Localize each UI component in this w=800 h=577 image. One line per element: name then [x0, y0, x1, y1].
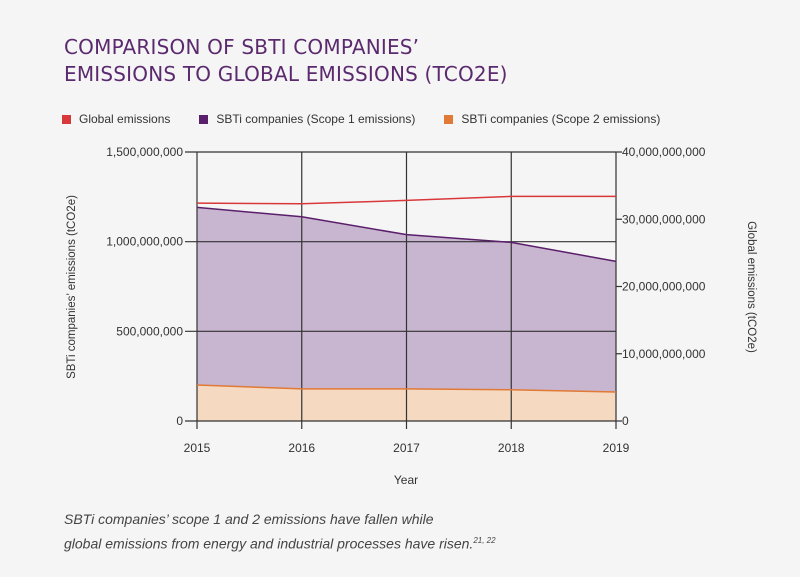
caption-references: 21, 22 [473, 536, 496, 545]
legend-swatch-global [62, 114, 71, 124]
legend-swatch-scope2 [444, 114, 454, 124]
caption: SBTi companies’ scope 1 and 2 emissions … [64, 508, 496, 555]
x-tick-label: 2018 [498, 441, 525, 455]
y-tick-label: 1,000,000,000 [106, 235, 183, 249]
x-tick-label: 2017 [393, 441, 420, 455]
legend: Global emissions SBTi companies (Scope 1… [62, 112, 689, 126]
y2-tick-label: 40,000,000,000 [622, 145, 706, 159]
legend-label-scope2: SBTi companies (Scope 2 emissions) [461, 112, 661, 126]
chart-title-line-2: EMISSIONS TO GLOBAL EMISSIONS (TCO2E) [64, 62, 508, 86]
y2-axis-title: Global emissions (tCO2e) [745, 221, 757, 353]
chart-title-line-1: COMPARISON OF SBTI COMPANIES’ [64, 35, 420, 59]
caption-line-1: SBTi companies’ scope 1 and 2 emissions … [64, 511, 434, 527]
y2-tick-label: 20,000,000,000 [622, 280, 706, 294]
x-tick-label: 2016 [288, 441, 315, 455]
y2-tick-label: 30,000,000,000 [622, 212, 706, 226]
legend-label-global: Global emissions [79, 112, 171, 126]
grid-layer [185, 151, 622, 429]
legend-swatch-scope1 [199, 114, 209, 124]
x-axis-title: Year [394, 473, 418, 487]
chart-title: COMPARISON OF SBTI COMPANIES’ EMISSIONS … [64, 34, 508, 88]
x-tick-label: 2015 [184, 441, 211, 455]
scope1-line [196, 206, 617, 263]
global-emissions-line [196, 195, 616, 205]
legend-label-scope1: SBTi companies (Scope 1 emissions) [216, 112, 416, 126]
legend-item-scope2: SBTi companies (Scope 2 emissions) [444, 112, 660, 126]
y-tick-label: 1,500,000,000 [106, 145, 183, 159]
y-tick-label: 500,000,000 [116, 324, 183, 338]
label-layer: 0 500,000,000 1,000,000,000 1,500,000,000 20… [106, 145, 705, 455]
caption-line-2: global emissions from energy and industr… [64, 535, 474, 552]
scope2-line [196, 384, 617, 393]
legend-item-global: Global emissions [62, 112, 170, 126]
y2-tick-label: 0 [622, 414, 629, 428]
line-layer [196, 195, 617, 393]
x-tick-label: 2019 [603, 441, 630, 455]
y-tick-label: 0 [176, 414, 183, 428]
legend-item-scope1: SBTi companies (Scope 1 emissions) [199, 112, 415, 126]
y2-tick-label: 10,000,000,000 [622, 347, 706, 361]
y-axis-title: SBTi companies’ emissions (tCO2e) [66, 195, 78, 379]
